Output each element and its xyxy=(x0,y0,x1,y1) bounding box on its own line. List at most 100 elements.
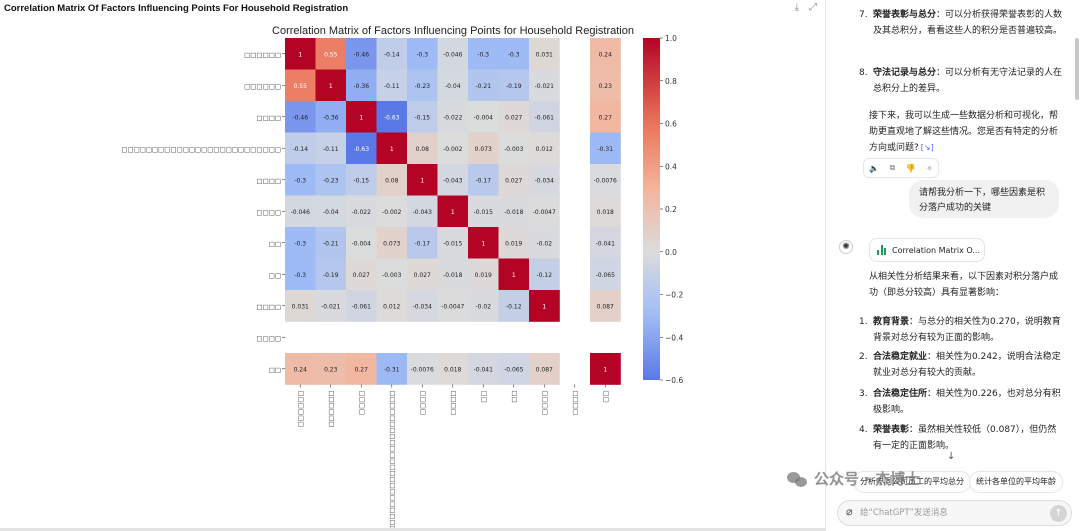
heatmap-cell xyxy=(468,353,499,385)
cell-value-label: -0.21 xyxy=(323,240,339,247)
cell-value-label: 0.55 xyxy=(294,83,308,90)
list-item-text: ：可以分析获得荣誉表彰的人数及其总积分，看看这些人的积分是否普遍较高。 xyxy=(873,10,1063,36)
list-number: 3. xyxy=(859,389,868,399)
cell-value-label: -0.043 xyxy=(413,209,433,216)
heatmap-cell xyxy=(285,227,316,259)
cell-value-label: -0.3 xyxy=(477,51,489,58)
heatmap-cell xyxy=(498,38,530,70)
cell-value-label: -0.043 xyxy=(443,177,463,184)
heatmap-cell xyxy=(437,290,469,322)
attach-icon[interactable]: ⌀ xyxy=(846,505,853,518)
heatmap-cell xyxy=(468,101,499,133)
cell-value-label: -0.31 xyxy=(384,366,400,373)
download-icon[interactable]: ⤓ xyxy=(794,2,799,13)
list-item: 1. 教育背景：与总分的相关性为0.270，说明教育背景对总分有较为正面的影响。 xyxy=(859,315,1063,346)
copy-icon[interactable]: ⧉ xyxy=(889,163,896,172)
cell-value-label: -0.0076 xyxy=(411,366,434,373)
list-item-title: 合法稳定住所 xyxy=(873,389,928,399)
source-chip[interactable]: [↘] xyxy=(920,143,934,152)
heatmap-cell xyxy=(315,258,347,291)
heatmap-cell xyxy=(590,164,621,196)
cell-value-label: -0.061 xyxy=(535,114,555,121)
cell-value-label: -0.12 xyxy=(536,272,552,279)
heatmap-cell xyxy=(407,38,438,70)
row-tick-label: □□□□ xyxy=(256,208,281,216)
chat-scrollbar[interactable] xyxy=(1074,0,1080,531)
heatmap-cell xyxy=(376,132,408,165)
cell-value-label: 0.073 xyxy=(475,146,492,153)
list-item-title: 守法记录与总分 xyxy=(873,68,937,78)
list-item-title: 荣誉表彰 xyxy=(873,425,910,435)
cell-value-label: 0.24 xyxy=(599,51,613,58)
heatmap-cell xyxy=(590,227,621,259)
cell-value-label: -0.3 xyxy=(416,51,428,58)
cell-value-label: -0.04 xyxy=(445,83,461,90)
list-item: 4. 荣誉表彰：虽然相关性较低（0.087），但仍然有一定的正面影响。 xyxy=(859,423,1063,454)
heatmap-cell xyxy=(346,132,377,165)
expand-icon[interactable]: ⤢ xyxy=(809,2,817,13)
list-item: 2. 合法稳定就业：相关性为0.242，说明合法稳定就业对总分有较大的贡献。 xyxy=(859,350,1063,381)
heatmap-cell xyxy=(529,195,560,228)
suggestion-chip[interactable]: 分析不同公司员工的平均总分 xyxy=(853,471,971,493)
cell-value-label: 1 xyxy=(451,209,455,216)
heatmap-cell xyxy=(437,101,469,133)
list-item-title: 合法稳定就业 xyxy=(873,352,928,362)
heatmap-cell xyxy=(315,38,347,70)
heatmap-cell xyxy=(590,101,621,133)
colorbar-tick-label: 0.4 xyxy=(665,162,677,171)
cell-value-label: -0.23 xyxy=(414,83,430,90)
heatmap-cell xyxy=(315,227,347,259)
col-tick-label: □□□□□□ xyxy=(327,391,335,428)
heatmap-cell xyxy=(437,227,469,259)
cell-value-label: -0.02 xyxy=(475,303,491,310)
heatmap-cell xyxy=(407,353,438,385)
col-tick-label: □□ xyxy=(479,391,487,403)
chart-attachment-chip[interactable]: Correlation Matrix O... xyxy=(869,238,985,262)
heatmap-cell xyxy=(346,38,377,70)
row-tick-label: □□□□□□□□□□□□□□□□□□□□□□□□□□ xyxy=(121,145,281,153)
cell-value-label: 0.012 xyxy=(383,303,400,310)
message-input[interactable] xyxy=(860,505,1045,521)
heatmap-cell xyxy=(315,195,347,228)
heatmap-cell xyxy=(376,195,408,228)
heatmap-cell xyxy=(285,101,316,133)
heatmap-cell xyxy=(407,290,438,322)
heatmap-cell xyxy=(468,164,499,196)
heatmap-cell xyxy=(498,353,530,385)
cell-value-label: 0.031 xyxy=(292,303,309,310)
cell-value-label: 1 xyxy=(512,272,516,279)
send-button[interactable]: ↑ xyxy=(1050,505,1067,522)
cell-value-label: -0.046 xyxy=(443,51,463,58)
regenerate-icon[interactable]: ✧ xyxy=(926,163,933,173)
heatmap-cell xyxy=(315,353,347,385)
chart-title: Correlation Matrix of Factors Influencin… xyxy=(272,25,634,37)
heatmap-cell xyxy=(437,38,469,70)
heatmap-cell xyxy=(498,195,530,228)
cell-value-label: -0.17 xyxy=(475,177,491,184)
cell-value-label: -0.15 xyxy=(414,114,430,121)
scroll-thumb[interactable] xyxy=(1075,38,1079,100)
cell-value-label: -0.015 xyxy=(443,240,463,247)
cell-value-label: 0.27 xyxy=(599,114,613,121)
row-tick-label: □□□□ xyxy=(256,334,281,342)
heatmap-cell xyxy=(407,227,438,259)
panel-title: Correlation Matrix Of Factors Influencin… xyxy=(4,3,349,14)
heatmap-cell xyxy=(590,290,621,322)
thumbs-down-icon[interactable]: 👎 xyxy=(905,163,916,173)
cell-value-label: 1 xyxy=(390,146,394,153)
cell-value-label: -0.04 xyxy=(323,209,339,216)
cell-value-label: -0.14 xyxy=(384,51,400,58)
speaker-icon[interactable]: 🔈 xyxy=(869,163,880,173)
chat-panel: 7. 荣誉表彰与总分：可以分析获得荣誉表彰的人数及其总积分，看看这些人的积分是否… xyxy=(787,0,1080,531)
heatmap-cell xyxy=(498,290,530,322)
list-item: 3. 合法稳定住所：相关性为0.226，也对总分有积极影响。 xyxy=(859,387,1063,418)
scroll-down-arrow-icon[interactable]: ↓ xyxy=(947,451,956,462)
horizontal-scrollbar[interactable] xyxy=(0,528,826,531)
cell-value-label: 0.08 xyxy=(416,146,430,153)
heatmap-cell xyxy=(498,132,530,165)
heatmap-cell xyxy=(437,195,469,228)
heatmap-cell xyxy=(346,353,377,385)
correlation-heatmap: Correlation Matrix of Factors Influencin… xyxy=(121,25,683,528)
suggestion-chip[interactable]: 统计各单位的平均年龄 xyxy=(969,471,1063,493)
heatmap-cell xyxy=(529,38,560,70)
